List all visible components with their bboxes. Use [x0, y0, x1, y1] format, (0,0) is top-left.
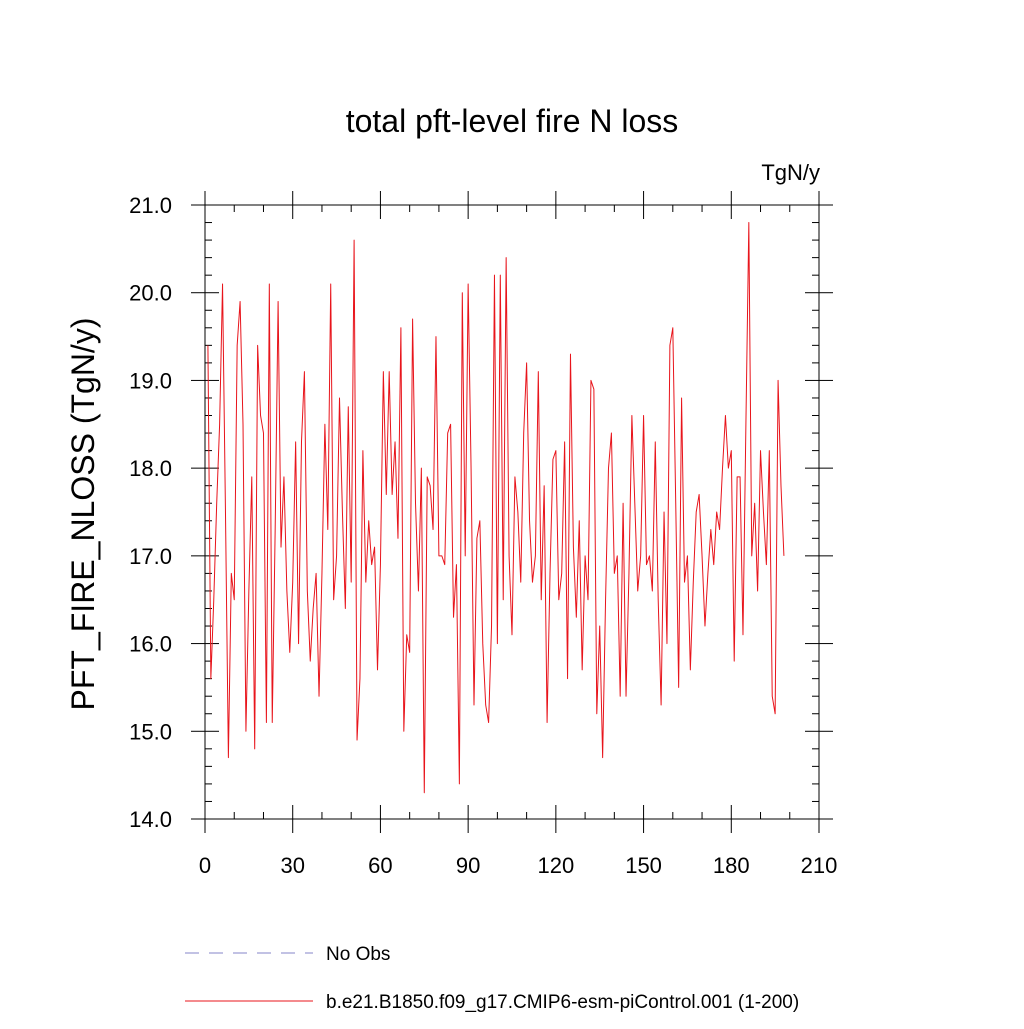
chart-title: total pft-level fire N loss: [346, 103, 679, 139]
plot-frame: [204, 204, 820, 820]
y-axis-label: PFT_FIRE_NLOSS (TgN/y): [65, 318, 101, 711]
y-tick-label: 15.0: [129, 719, 172, 744]
y-tick-label: 17.0: [129, 544, 172, 569]
legend-label-no-obs: No Obs: [326, 944, 390, 965]
series-layer: [207, 222, 785, 794]
x-tick-label: 210: [801, 853, 838, 878]
units-label: TgN/y: [761, 160, 820, 185]
x-tick-label: 30: [280, 853, 304, 878]
y-tick-label: 19.0: [129, 368, 172, 393]
legend: No Obs b.e21.B1850.f09_g17.CMIP6-esm-piC…: [185, 944, 799, 1013]
axis-ticks-layer: 0 30 60 90 120 150 180 210 14.0 15.0 16.0 17.0 18.0 1…: [129, 191, 837, 878]
y-tick-label: 21.0: [129, 193, 172, 218]
series-line-model-run: [207, 222, 785, 794]
y-tick-label: 20.0: [129, 281, 172, 306]
x-tick-label: 180: [713, 853, 750, 878]
x-tick-label: 150: [625, 853, 662, 878]
x-tick-label: 0: [199, 853, 211, 878]
x-tick-label: 120: [537, 853, 574, 878]
legend-label-model-run: b.e21.B1850.f09_g17.CMIP6-esm-piControl.…: [326, 992, 799, 1013]
y-tick-label: 14.0: [129, 807, 172, 832]
y-tick-label: 16.0: [129, 632, 172, 657]
x-tick-label: 90: [456, 853, 480, 878]
x-tick-label: 60: [368, 853, 392, 878]
y-tick-label: 18.0: [129, 456, 172, 481]
